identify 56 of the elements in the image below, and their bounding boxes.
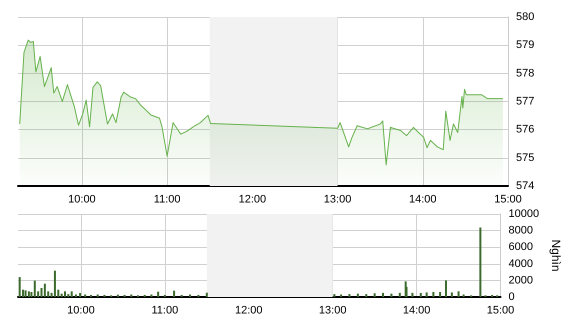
- y-tick-label: 6000: [508, 241, 533, 254]
- bar: [356, 294, 359, 297]
- bar: [458, 291, 460, 297]
- bar: [18, 277, 21, 297]
- bar: [60, 294, 63, 297]
- x-tick-label: 10:00: [68, 194, 96, 206]
- bar: [374, 293, 376, 297]
- y-tick-label: 577: [516, 96, 534, 108]
- bar: [28, 291, 30, 297]
- bar: [67, 294, 70, 297]
- x-tick-label: 12:00: [238, 194, 266, 206]
- bar: [24, 290, 27, 297]
- bar: [70, 291, 73, 297]
- y-tick-label: 4000: [508, 258, 533, 270]
- y-tick-label: 10000: [508, 208, 540, 220]
- x-tick-label: 13:00: [318, 304, 346, 316]
- bar: [348, 294, 350, 297]
- y-axis-title: Nghìn: [549, 239, 563, 272]
- bar: [206, 292, 208, 297]
- bar: [54, 270, 56, 297]
- bar: [44, 284, 46, 297]
- bar: [432, 292, 434, 297]
- bar: [79, 293, 82, 297]
- bar: [365, 294, 368, 297]
- y-tick-label: 2000: [508, 274, 533, 286]
- bar: [450, 292, 453, 297]
- y-tick-label: 580: [516, 11, 534, 23]
- y-tick-label: 579: [516, 39, 534, 52]
- bar: [398, 292, 401, 297]
- y-tick-label: 0: [508, 291, 515, 303]
- x-tick-label: 11:00: [154, 194, 180, 206]
- bar: [382, 292, 384, 297]
- x-tick-label: 14:00: [402, 304, 430, 316]
- x-tick-label: 10:00: [67, 304, 95, 316]
- bar: [411, 292, 414, 297]
- x-tick-label: 13:00: [324, 194, 352, 206]
- bar: [173, 290, 176, 297]
- y-tick-label: 576: [516, 124, 534, 136]
- y-tick-label: 578: [516, 67, 534, 80]
- bar: [444, 280, 447, 297]
- bar: [34, 280, 36, 297]
- y-tick-label: 575: [516, 152, 534, 164]
- bar: [439, 292, 442, 297]
- bar: [390, 294, 392, 297]
- bar: [426, 292, 428, 297]
- bar: [420, 292, 422, 297]
- x-tick-label: 12:00: [235, 304, 263, 316]
- y-tick-label: 8000: [508, 224, 533, 237]
- x-tick-label: 15:00: [486, 304, 514, 316]
- bar: [157, 292, 160, 297]
- bar: [333, 294, 336, 297]
- y-tick-label: 574: [516, 180, 534, 192]
- bar: [479, 228, 482, 297]
- x-tick-label: 14:00: [409, 194, 437, 206]
- x-tick-label: 15:00: [494, 194, 522, 206]
- x-tick-label: 11:00: [151, 304, 178, 316]
